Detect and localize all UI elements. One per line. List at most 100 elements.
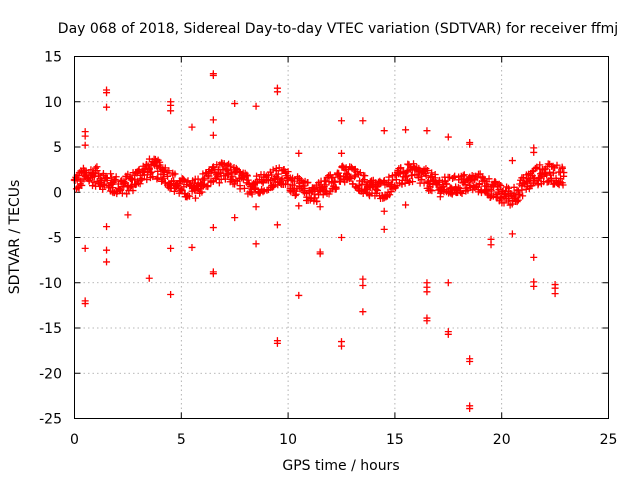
- data-point: [372, 186, 380, 194]
- data-point: [270, 182, 278, 190]
- data-point: [359, 281, 367, 289]
- data-point: [443, 180, 451, 188]
- data-point: [99, 169, 107, 177]
- data-point: [496, 194, 504, 202]
- data-point: [179, 175, 187, 183]
- data-point: [338, 117, 345, 125]
- data-point: [209, 116, 217, 124]
- data-point: [90, 178, 98, 186]
- data-point: [338, 149, 345, 157]
- data-point: [409, 178, 417, 186]
- y-tick-label: -20: [39, 366, 62, 382]
- data-point: [167, 107, 175, 115]
- y-tick-label: -5: [48, 231, 62, 247]
- data-point: [541, 170, 549, 178]
- data-point: [530, 253, 538, 261]
- data-point: [492, 179, 500, 187]
- data-point: [549, 169, 557, 177]
- data-point: [466, 357, 474, 365]
- data-point: [515, 190, 523, 198]
- data-point: [148, 168, 156, 176]
- data-point: [273, 88, 281, 96]
- data-point: [161, 164, 169, 172]
- data-point: [303, 179, 311, 187]
- data-point: [256, 189, 264, 197]
- data-point: [338, 234, 345, 241]
- data-point: [551, 290, 559, 298]
- data-point: [145, 164, 153, 172]
- data-point: [93, 163, 101, 171]
- y-tick-label: -10: [39, 276, 62, 292]
- x-tick-label: 25: [600, 432, 618, 448]
- data-point: [103, 89, 111, 97]
- data-point: [403, 168, 411, 176]
- data-point: [145, 274, 153, 282]
- data-points: [70, 70, 568, 413]
- data-point: [244, 176, 252, 184]
- data-point: [158, 176, 166, 184]
- data-point: [316, 250, 324, 258]
- data-point: [547, 176, 555, 184]
- data-point: [559, 181, 567, 189]
- data-point: [454, 184, 462, 192]
- data-point: [456, 184, 464, 192]
- data-point: [444, 279, 452, 287]
- data-point: [289, 181, 297, 189]
- data-point: [269, 183, 277, 191]
- data-point: [451, 172, 459, 180]
- data-point: [495, 186, 503, 194]
- data-point: [267, 177, 275, 185]
- data-point: [269, 166, 277, 174]
- data-point: [81, 141, 89, 149]
- data-point: [466, 405, 474, 413]
- data-point: [380, 225, 388, 233]
- data-point: [560, 169, 568, 177]
- data-point: [402, 201, 410, 209]
- plot-frame: [74, 56, 609, 419]
- data-point: [359, 275, 367, 283]
- data-point: [402, 172, 410, 180]
- data-point: [209, 224, 217, 232]
- data-point: [422, 172, 430, 180]
- data-point: [291, 191, 299, 199]
- x-tick-label: 5: [177, 432, 186, 448]
- data-point: [284, 168, 292, 176]
- data-point: [549, 162, 557, 170]
- data-point: [359, 117, 367, 125]
- x-tick-label: 20: [493, 432, 511, 448]
- data-point: [405, 178, 413, 186]
- data-point: [459, 172, 467, 180]
- data-point: [329, 174, 337, 182]
- data-point: [380, 207, 388, 215]
- data-point: [167, 291, 175, 299]
- data-point: [485, 175, 493, 183]
- data-point: [153, 175, 161, 183]
- y-tick-label: 0: [53, 185, 62, 201]
- data-point: [191, 194, 199, 202]
- data-point: [149, 173, 157, 181]
- data-point: [204, 183, 212, 191]
- data-point: [392, 176, 400, 184]
- data-point: [188, 243, 196, 251]
- data-point: [252, 240, 260, 248]
- data-point: [284, 180, 292, 188]
- y-tick-label: -15: [39, 321, 62, 337]
- data-point: [103, 223, 111, 231]
- data-point: [209, 270, 217, 278]
- data-point: [402, 126, 410, 134]
- y-tick-label: 5: [53, 140, 62, 156]
- data-point: [423, 317, 431, 325]
- data-point: [491, 177, 499, 185]
- data-point: [431, 170, 439, 178]
- data-point: [107, 170, 115, 178]
- data-point: [295, 202, 303, 210]
- data-point: [186, 192, 194, 200]
- y-axis-label: SDTVAR / TECUs: [7, 180, 23, 295]
- data-point: [500, 199, 508, 207]
- data-point: [313, 198, 321, 206]
- data-point: [253, 179, 261, 187]
- data-point: [212, 174, 220, 182]
- data-point: [99, 185, 107, 193]
- data-point: [351, 173, 359, 181]
- data-point: [129, 187, 137, 195]
